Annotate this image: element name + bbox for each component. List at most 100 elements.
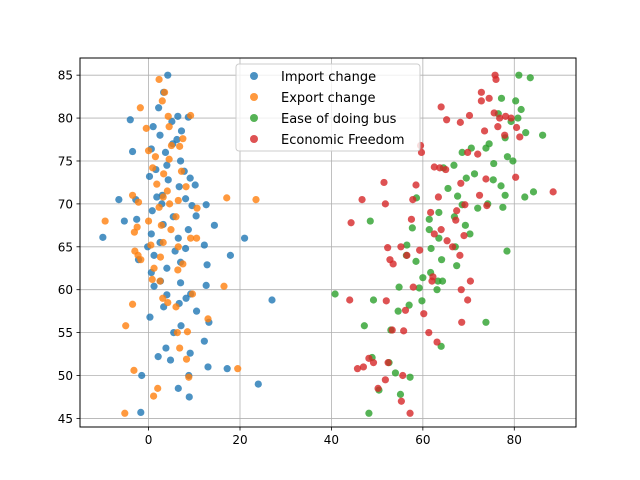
- x-tick-label: 0: [145, 433, 153, 447]
- legend-label-export: Export change: [281, 91, 376, 106]
- data-point: [174, 112, 182, 120]
- data-point: [192, 307, 201, 315]
- data-point: [154, 353, 162, 361]
- data-point: [425, 215, 433, 223]
- data-point: [164, 298, 172, 307]
- legend-label-import: Import change: [281, 70, 376, 85]
- data-point: [401, 306, 410, 314]
- data-point: [521, 193, 529, 201]
- data-point: [515, 71, 523, 79]
- data-point: [234, 365, 242, 373]
- y-tick-label: 75: [58, 154, 73, 168]
- data-point: [254, 380, 262, 388]
- data-point: [153, 193, 161, 201]
- data-point: [494, 123, 502, 131]
- data-point: [369, 296, 378, 304]
- data-point: [512, 173, 520, 181]
- data-point: [501, 131, 509, 139]
- legend-marker-import: [250, 72, 258, 80]
- data-point: [497, 94, 506, 102]
- data-point: [136, 104, 144, 112]
- data-point: [442, 165, 450, 174]
- data-point: [454, 192, 462, 200]
- data-point: [130, 228, 138, 236]
- data-point: [474, 204, 482, 212]
- data-point: [165, 155, 173, 163]
- data-point: [182, 355, 191, 363]
- data-point: [435, 234, 443, 242]
- data-point: [99, 233, 107, 241]
- data-point: [427, 208, 435, 217]
- data-point: [167, 141, 176, 150]
- data-point: [482, 175, 490, 183]
- x-tick-label: 20: [232, 433, 247, 447]
- data-points: [99, 71, 557, 417]
- data-point: [121, 409, 129, 417]
- data-point: [151, 153, 160, 161]
- data-point: [346, 296, 354, 304]
- data-point: [466, 230, 474, 238]
- data-point: [353, 365, 362, 373]
- data-point: [461, 201, 469, 209]
- data-point: [412, 181, 420, 189]
- data-point: [360, 322, 368, 330]
- data-point: [408, 224, 416, 232]
- data-point: [130, 366, 138, 374]
- data-point: [382, 297, 390, 305]
- data-point: [490, 159, 498, 168]
- data-point: [503, 247, 511, 255]
- data-point: [529, 188, 538, 196]
- data-point: [458, 318, 466, 326]
- legend-box: [235, 63, 421, 152]
- legend: Import change Export change Ease of doin…: [235, 63, 421, 152]
- data-point: [406, 409, 414, 417]
- data-point: [435, 208, 443, 217]
- data-point: [172, 303, 180, 311]
- data-point: [186, 174, 194, 182]
- data-point: [144, 217, 153, 225]
- data-point: [202, 201, 210, 209]
- data-point: [126, 116, 134, 124]
- data-point: [182, 244, 190, 253]
- data-point: [452, 216, 460, 224]
- data-point: [453, 262, 461, 270]
- data-point: [492, 75, 500, 84]
- data-point: [150, 264, 158, 272]
- data-point: [174, 384, 182, 392]
- data-point: [185, 393, 193, 401]
- data-point: [394, 307, 402, 315]
- data-point: [155, 203, 163, 211]
- data-point: [200, 241, 208, 249]
- data-point: [448, 243, 457, 251]
- series-1-points: [101, 75, 260, 417]
- data-point: [416, 246, 424, 254]
- data-point: [397, 397, 405, 405]
- data-point: [177, 167, 186, 175]
- data-point: [156, 253, 165, 261]
- data-point: [120, 217, 128, 225]
- data-point: [458, 148, 466, 156]
- data-point: [391, 369, 400, 377]
- data-point: [148, 275, 156, 283]
- data-point: [405, 301, 413, 309]
- data-point: [490, 109, 498, 117]
- data-point: [204, 315, 212, 323]
- data-point: [165, 123, 173, 131]
- data-point: [184, 226, 192, 234]
- data-point: [164, 176, 172, 184]
- data-point: [155, 104, 163, 112]
- data-point: [161, 148, 170, 156]
- data-point: [359, 363, 368, 371]
- data-point: [162, 344, 170, 352]
- data-point: [176, 279, 185, 287]
- data-point: [430, 163, 438, 171]
- data-point: [210, 221, 218, 229]
- data-point: [268, 296, 276, 304]
- data-point: [149, 123, 157, 131]
- data-point: [438, 277, 447, 285]
- data-point: [474, 150, 482, 158]
- data-point: [137, 256, 145, 264]
- data-point: [187, 111, 195, 120]
- data-point: [428, 277, 436, 285]
- data-point: [433, 286, 441, 294]
